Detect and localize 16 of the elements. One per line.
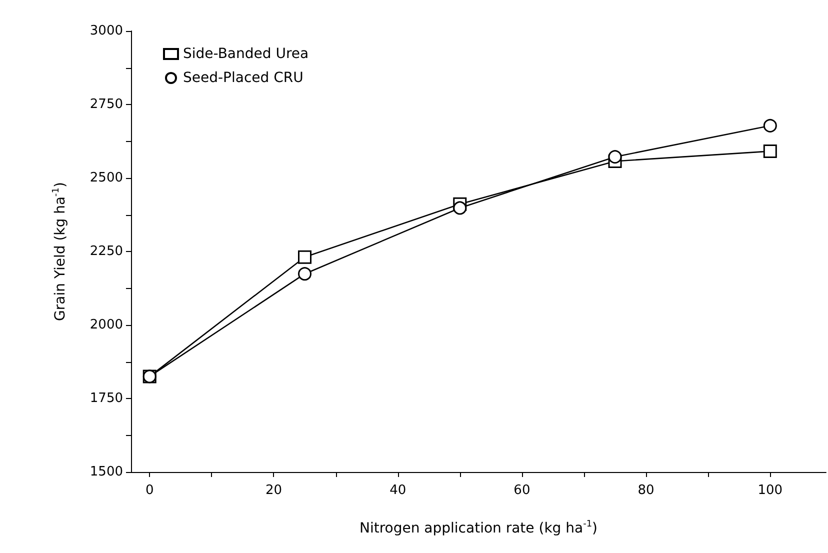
y-tick-label: 2750 — [90, 97, 123, 112]
x-tick-label: 0 — [145, 483, 154, 498]
x-tick-label: 60 — [514, 483, 530, 498]
y-tick-label: 3000 — [90, 24, 123, 38]
y-tick-label: 1500 — [90, 464, 123, 480]
legend-label: Side-Banded Urea — [183, 46, 309, 62]
x-tick-label: 80 — [638, 483, 654, 498]
x-tick-label: 100 — [758, 483, 783, 498]
y-tick-label: 2500 — [90, 170, 123, 186]
y-tick-label: 2250 — [90, 244, 123, 259]
y-tick-label: 2000 — [90, 318, 123, 332]
y-tick-label: 1750 — [90, 391, 123, 406]
legend-label: Seed-Placed CRU — [183, 70, 304, 86]
x-tick-label: 20 — [265, 483, 282, 498]
x-tick-label: 40 — [390, 483, 406, 498]
y-axis-title: Grain Yield (kg ha-1) — [52, 182, 68, 321]
